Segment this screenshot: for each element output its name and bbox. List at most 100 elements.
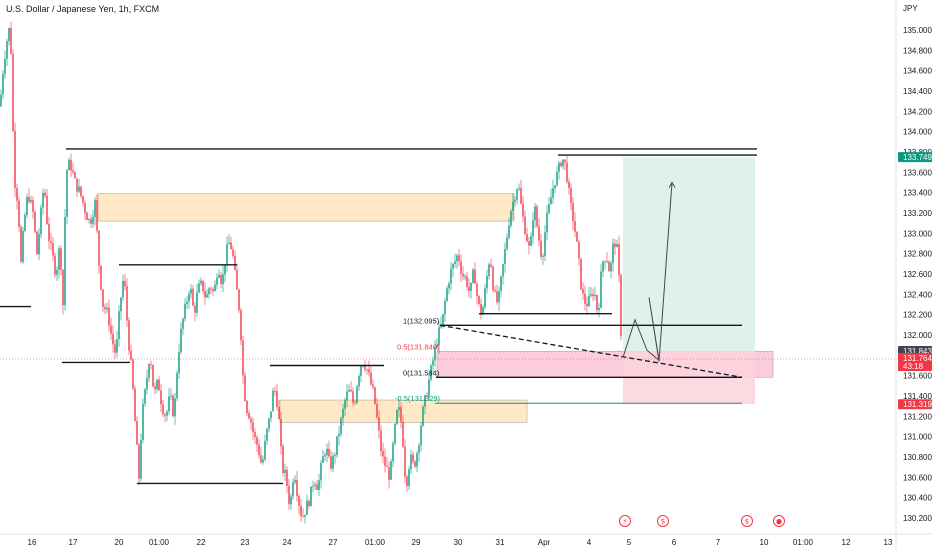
price-tick-label: 134.800 — [903, 46, 932, 55]
candle-body — [364, 365, 366, 370]
candle-body — [450, 268, 452, 284]
candle-body — [552, 188, 554, 198]
candle-body — [320, 462, 322, 481]
economic-event-icon[interactable] — [657, 515, 669, 527]
candle-body — [580, 258, 582, 289]
candle-body — [324, 455, 326, 457]
time-axis[interactable]: 16 17 20 01:00 22 23 24 27 01:00 29 30 31 Apr 4 5 6 7 10 0… — [28, 538, 893, 547]
candle-body — [352, 391, 354, 403]
candle-body — [62, 269, 64, 306]
candle-body — [148, 364, 150, 378]
candle-body — [470, 282, 472, 291]
price-tick-label: 130.400 — [903, 494, 932, 503]
candle-body — [544, 232, 546, 256]
candle-body — [568, 181, 570, 189]
candle-body — [334, 454, 336, 456]
currency-label: JPY — [903, 4, 918, 13]
candle-body — [424, 395, 426, 407]
candle-body — [264, 440, 266, 460]
candle-body — [528, 241, 530, 246]
candle-body — [244, 375, 246, 402]
candle-body — [182, 318, 184, 329]
candle-body — [60, 248, 62, 270]
candle-body — [492, 266, 494, 290]
candle-body — [506, 237, 508, 249]
candle-body — [32, 200, 34, 212]
candle-body — [238, 289, 240, 311]
fib-labels: 1(132.095) 0.5(131.840) 0(131.584) -0.5(131… — [395, 316, 441, 403]
candle-body — [294, 479, 296, 483]
candle-body — [600, 271, 602, 308]
price-tick-label: 131.200 — [903, 412, 932, 421]
candle-body — [310, 486, 312, 507]
candle-body — [52, 242, 54, 256]
candle-body — [498, 290, 500, 303]
candle-body — [588, 295, 590, 307]
position-tool[interactable] — [623, 157, 755, 405]
candle-body — [382, 451, 384, 457]
candle-body — [176, 373, 178, 399]
price-tick-label: 132.200 — [903, 311, 932, 320]
price-tick-label: 131.000 — [903, 433, 932, 442]
candle-body — [138, 444, 140, 479]
candle-body — [542, 255, 544, 257]
candle-body — [90, 219, 92, 224]
candle-body — [198, 283, 200, 293]
candle-body — [476, 283, 478, 296]
candle-body — [512, 201, 514, 212]
candle-body — [46, 195, 48, 224]
economic-event-icon[interactable] — [619, 515, 631, 527]
candle-body — [510, 211, 512, 226]
candle-body — [456, 255, 458, 262]
candle-body — [240, 310, 242, 341]
time-tick-label: 12 — [842, 538, 851, 547]
candle-body — [532, 220, 534, 237]
candle-body — [576, 231, 578, 242]
candle-body — [306, 500, 308, 515]
candle-body — [570, 188, 572, 203]
price-tick-label: 130.200 — [903, 514, 932, 523]
candle-body — [350, 389, 352, 392]
candle-body — [608, 261, 610, 272]
candle-body — [28, 196, 30, 202]
candle-body — [426, 395, 428, 397]
candle-body — [522, 203, 524, 217]
economic-event-icon[interactable] — [773, 515, 785, 527]
candle-body — [98, 230, 100, 266]
candle-body — [226, 244, 228, 266]
time-tick-label: 24 — [283, 538, 292, 547]
candle-body — [592, 293, 594, 297]
candle-body — [254, 432, 256, 438]
candle-body — [34, 211, 36, 232]
economic-event-icon[interactable] — [741, 515, 753, 527]
candle-body — [112, 333, 114, 345]
candle-body — [160, 390, 162, 405]
candle-body — [478, 295, 480, 304]
supply-demand-zone[interactable] — [97, 193, 515, 222]
time-tick-label: 7 — [716, 538, 721, 547]
candle-body — [24, 214, 26, 231]
candle-body — [342, 408, 344, 419]
dashed-trendline[interactable] — [439, 324, 743, 378]
candle-body — [168, 396, 170, 412]
candle-body — [400, 407, 402, 422]
price-axis[interactable]: JPY 135.000 134.800 134.600 134.400 134.200 13… — [903, 4, 932, 523]
long-position-profit-zone[interactable] — [623, 157, 755, 351]
annotation-lines[interactable] — [0, 148, 896, 485]
candle-body — [602, 261, 604, 272]
candle-body — [410, 454, 412, 470]
candle-body — [76, 178, 78, 192]
candle-body — [406, 476, 408, 486]
event-icons[interactable]: ⚡ $ $ ● — [619, 515, 785, 527]
candle-body — [474, 269, 476, 284]
candle-body — [140, 439, 142, 479]
candle-body — [336, 436, 338, 455]
projection-path[interactable] — [622, 182, 673, 362]
candle-body — [224, 265, 226, 275]
price-tick-label: 131.400 — [903, 392, 932, 401]
economic-event-glyph: ● — [776, 518, 782, 526]
candle-body — [104, 306, 106, 310]
candle-body — [152, 364, 154, 387]
candle-body — [560, 162, 562, 167]
